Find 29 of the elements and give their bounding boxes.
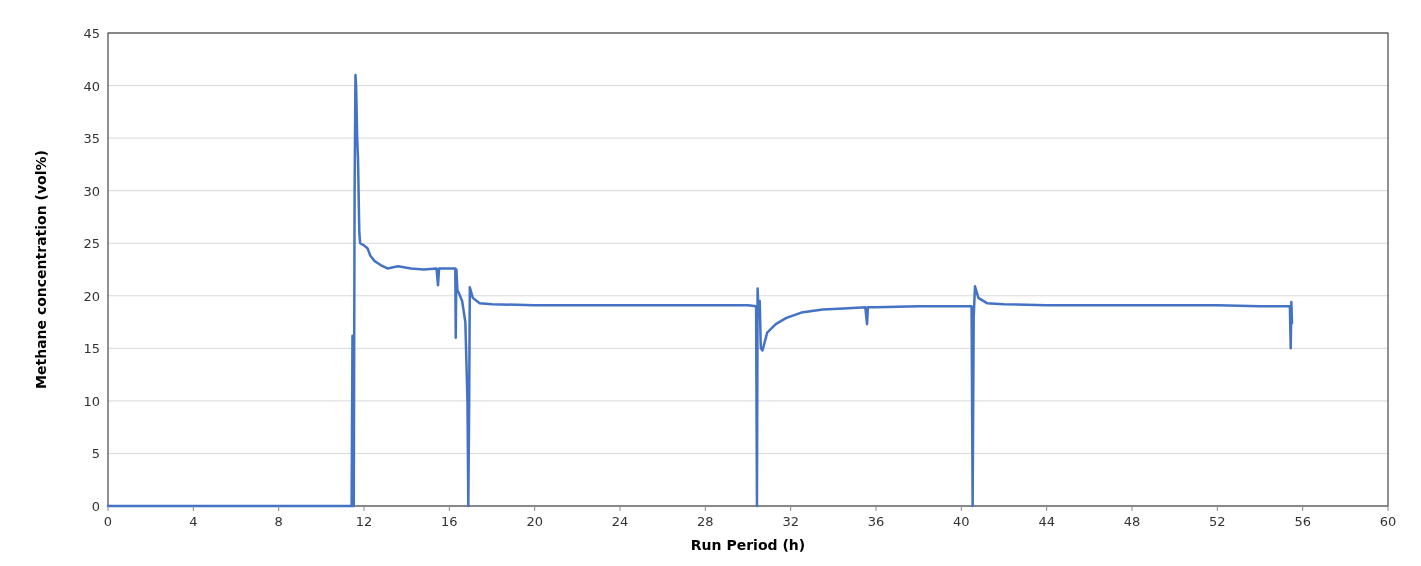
line-series xyxy=(106,73,1294,508)
x-tick-label: 52 xyxy=(1209,514,1226,529)
x-tick-label: 24 xyxy=(611,514,629,529)
x-tick-label: 44 xyxy=(1038,514,1055,529)
x-tick-label: 40 xyxy=(953,514,970,529)
x-tick-label: 16 xyxy=(441,514,458,529)
y-axis-title: Methane concentration (vol%) xyxy=(33,150,49,389)
y-tick-label: 40 xyxy=(83,78,100,94)
x-tick-label: 4 xyxy=(189,514,198,529)
y-tick-label: 0 xyxy=(91,499,100,514)
x-tick-label: 60 xyxy=(1379,514,1397,529)
x-tick-label: 8 xyxy=(274,514,283,529)
y-tick-label: 15 xyxy=(83,341,100,357)
y-tick-label: 45 xyxy=(83,26,100,41)
y-tick-label: 5 xyxy=(91,446,100,462)
x-tick-label: 32 xyxy=(782,514,799,529)
x-tick-label: 12 xyxy=(355,514,373,529)
x-tick-label: 36 xyxy=(867,514,885,529)
x-tick-label: 20 xyxy=(526,514,543,529)
y-tick-label: 25 xyxy=(83,236,100,252)
x-tick-label: 56 xyxy=(1294,514,1311,529)
x-axis-title: Run Period (h) xyxy=(690,537,806,553)
x-tick-label: 48 xyxy=(1123,514,1141,529)
y-tick-label: 20 xyxy=(83,288,100,304)
x-tick-label: 0 xyxy=(103,514,113,529)
y-tick-label: 10 xyxy=(83,393,100,409)
y-tick-label: 35 xyxy=(83,131,100,147)
x-tick-label: 28 xyxy=(697,514,714,529)
y-tick-label: 30 xyxy=(83,183,100,199)
